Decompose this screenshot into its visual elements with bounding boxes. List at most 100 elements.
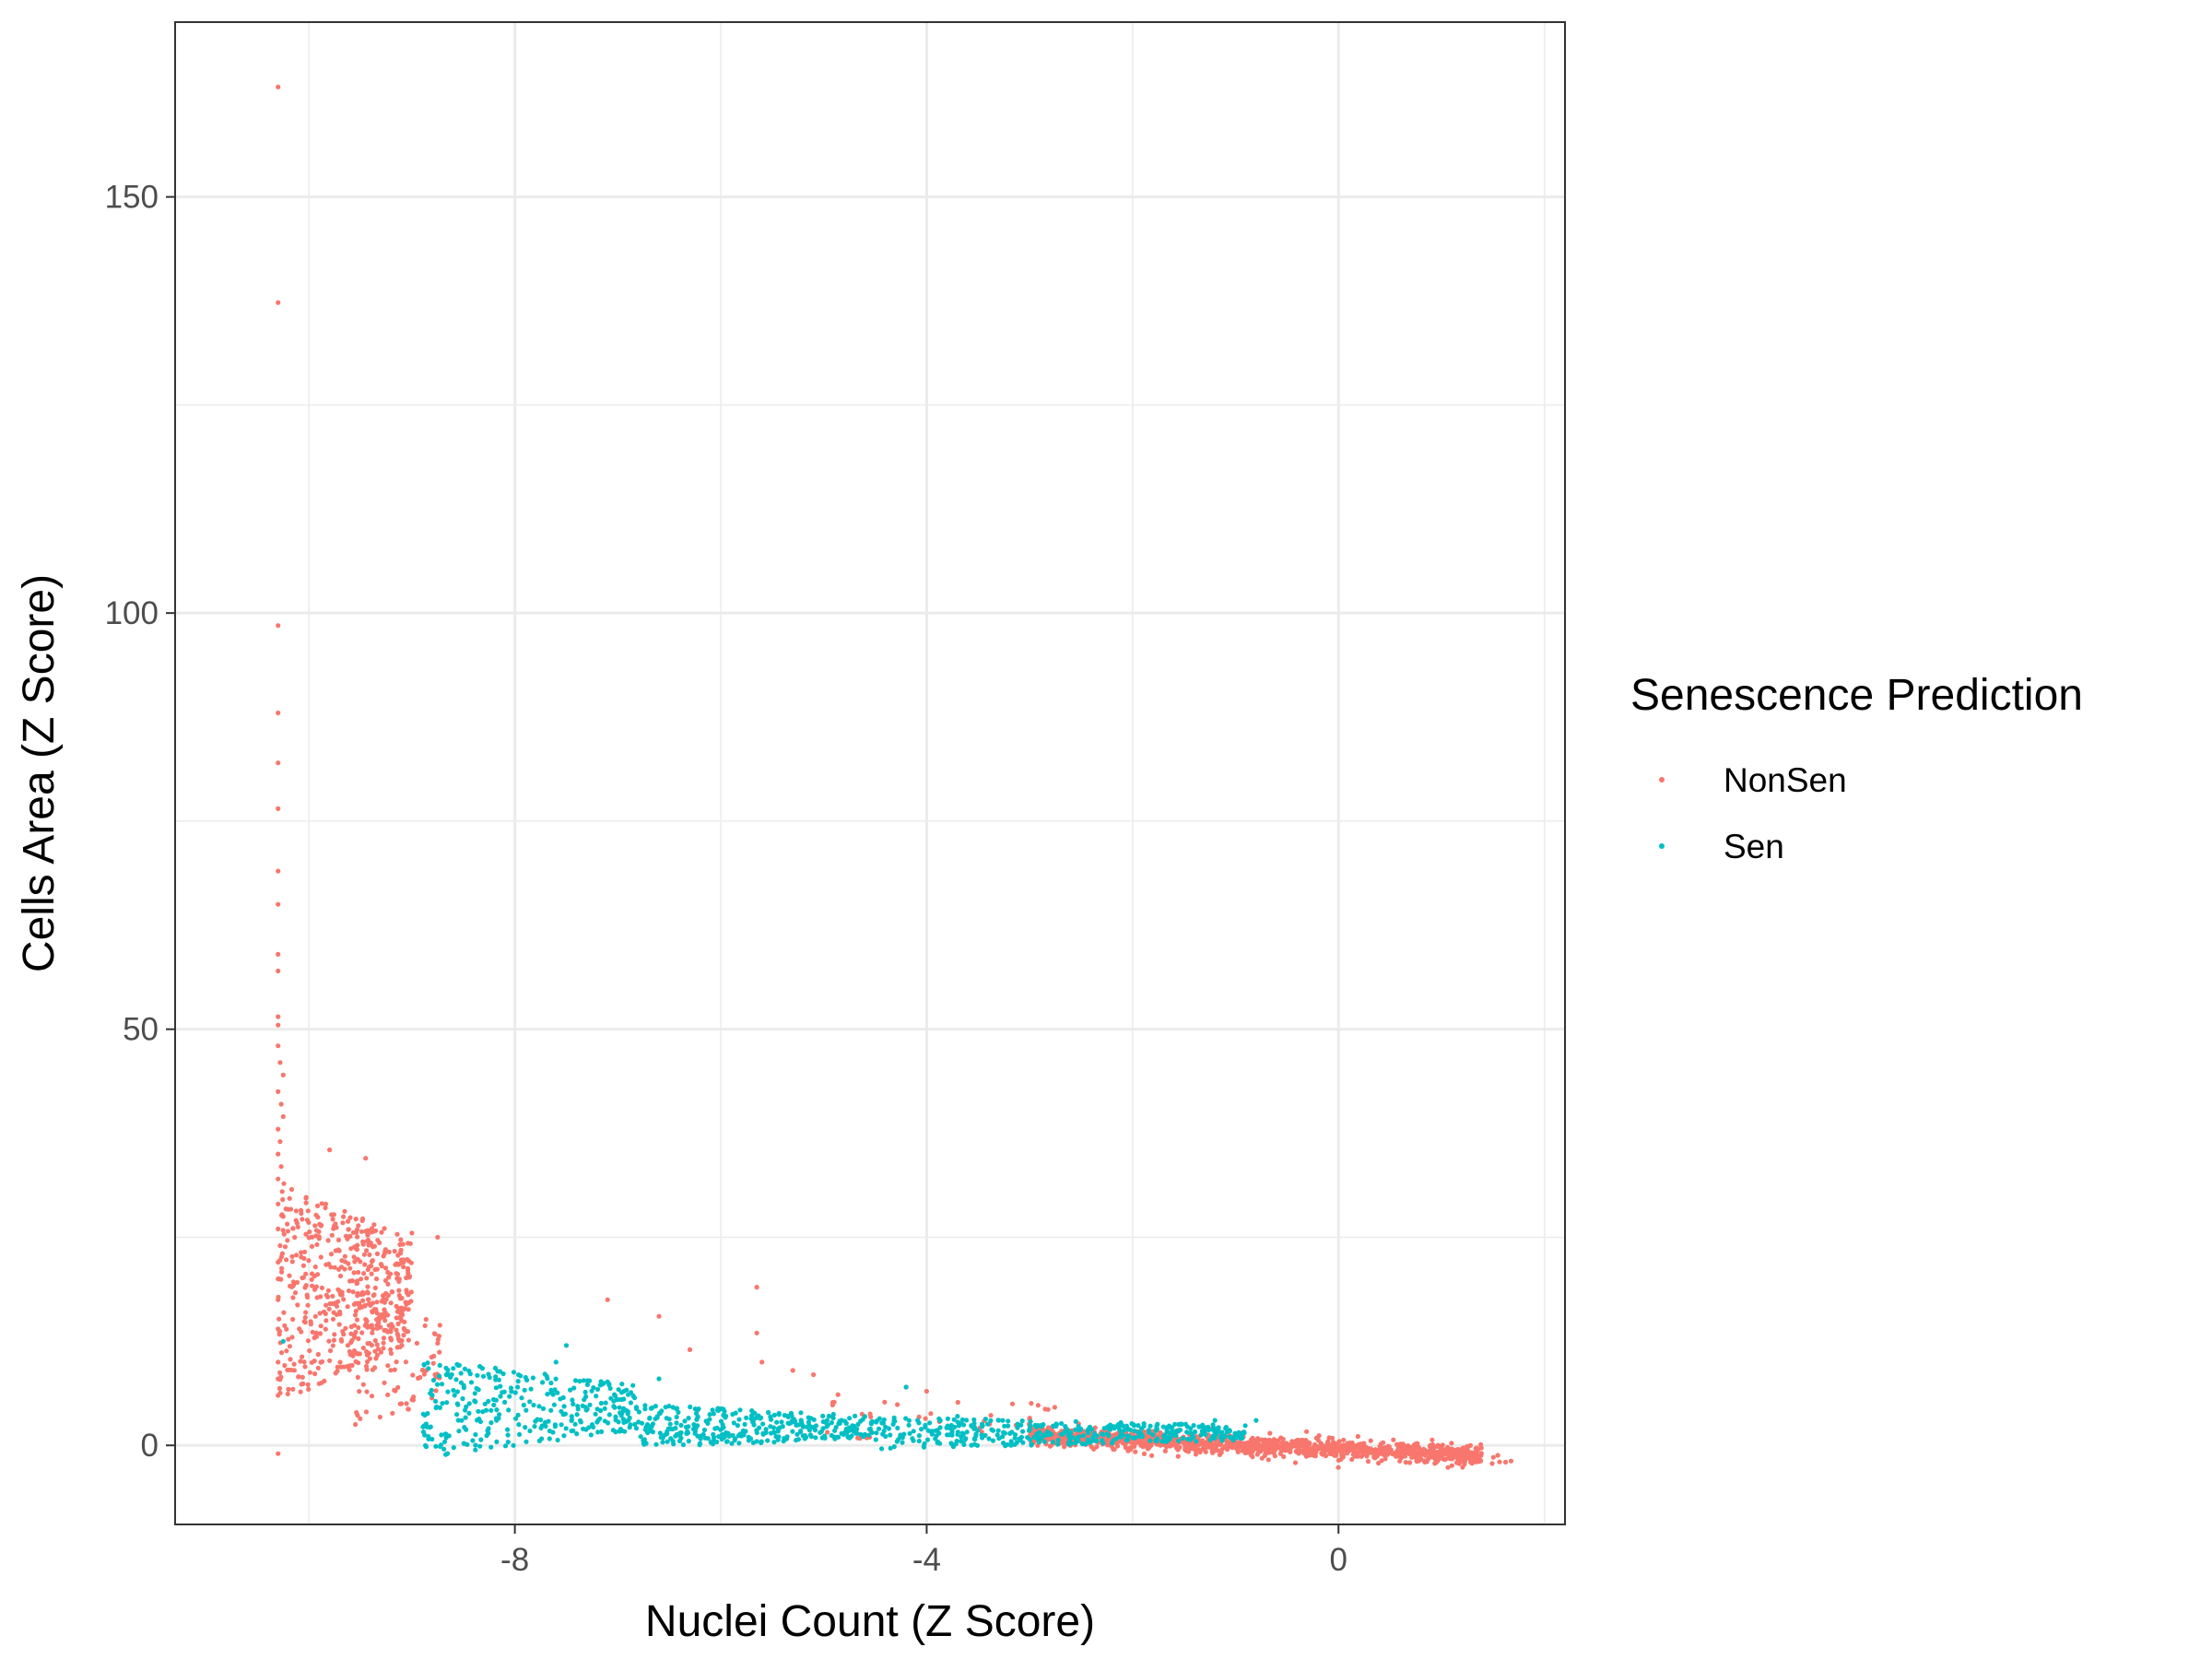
point-sen [1083, 1441, 1088, 1447]
point-nonsen [1340, 1454, 1346, 1460]
point-sen [430, 1377, 437, 1383]
point-nonsen [1455, 1457, 1461, 1463]
point-nonsen [276, 1259, 281, 1265]
point-nonsen [333, 1221, 338, 1227]
point-nonsen [324, 1294, 331, 1300]
point-sen [714, 1439, 720, 1445]
point-nonsen [365, 1324, 371, 1330]
point-nonsen [327, 1358, 333, 1363]
legend-title: Senescence Prediction [1630, 671, 2083, 720]
point-nonsen [290, 1279, 296, 1285]
legend-item-sen: Sen [1659, 828, 1784, 865]
point-nonsen [288, 1186, 295, 1193]
point-nonsen [300, 1275, 305, 1281]
point-sen [798, 1418, 804, 1423]
point-nonsen [335, 1237, 342, 1242]
point-nonsen [319, 1380, 324, 1385]
point-nonsen [277, 1242, 283, 1249]
point-nonsen [286, 1386, 291, 1392]
point-nonsen [1194, 1452, 1199, 1457]
point-sen [497, 1412, 502, 1418]
point-nonsen [367, 1356, 372, 1361]
point-nonsen [1449, 1463, 1454, 1468]
point-sen [894, 1439, 900, 1444]
point-sen [873, 1437, 878, 1442]
point-nonsen [1263, 1451, 1268, 1456]
plot-panel [174, 21, 1566, 1525]
point-nonsen [279, 1189, 285, 1194]
point-sen [493, 1385, 500, 1391]
point-nonsen [335, 1364, 340, 1370]
point-sen [582, 1389, 588, 1395]
point-nonsen [291, 1361, 297, 1367]
point-sen [960, 1432, 966, 1438]
point-sen [862, 1414, 868, 1419]
point-nonsen [1279, 1442, 1285, 1448]
point-nonsen [1335, 1465, 1341, 1470]
point-nonsen [393, 1262, 398, 1267]
point-nonsen [346, 1227, 351, 1232]
point-nonsen [1373, 1450, 1379, 1456]
point-nonsen [1379, 1458, 1384, 1464]
point-nonsen [1415, 1453, 1420, 1458]
point-sen [667, 1421, 673, 1427]
point-nonsen [350, 1351, 356, 1357]
point-nonsen [337, 1309, 343, 1314]
point-sen [598, 1400, 605, 1406]
point-sen [916, 1420, 922, 1426]
point-sen [774, 1419, 780, 1425]
point-sen [553, 1359, 559, 1365]
point-nonsen [1226, 1444, 1231, 1450]
point-sen [1000, 1418, 1006, 1423]
point-sen [423, 1421, 429, 1427]
point-sen [426, 1366, 431, 1371]
point-nonsen [365, 1284, 371, 1289]
point-sen [505, 1432, 511, 1438]
point-nonsen [1139, 1440, 1145, 1445]
point-nonsen [1427, 1451, 1432, 1456]
point-sen [1141, 1423, 1147, 1429]
point-nonsen [360, 1298, 366, 1303]
point-nonsen [303, 1310, 309, 1315]
point-nonsen [345, 1364, 350, 1370]
point-nonsen [398, 1316, 404, 1322]
point-sen [1075, 1435, 1080, 1441]
point-sen [752, 1410, 758, 1416]
point-nonsen [313, 1228, 320, 1233]
point-sen [818, 1429, 824, 1434]
point-sen [806, 1419, 812, 1425]
point-sen [562, 1411, 569, 1417]
point-sen [548, 1407, 554, 1413]
point-nonsen [280, 1228, 286, 1233]
point-sen [583, 1407, 589, 1413]
point-nonsen [286, 1336, 291, 1342]
point-sen [1216, 1425, 1221, 1430]
point-nonsen [1254, 1452, 1260, 1457]
point-nonsen [353, 1421, 359, 1428]
point-sen [1012, 1432, 1018, 1438]
point-sen [936, 1416, 942, 1421]
point-sen [613, 1414, 618, 1419]
point-nonsen [280, 1072, 286, 1077]
x-tick-label: -8 [500, 1542, 529, 1578]
point-sen [1242, 1423, 1248, 1429]
point-sen [686, 1424, 691, 1430]
point-nonsen [397, 1250, 403, 1255]
point-nonsen [408, 1260, 414, 1265]
point-sen [1019, 1418, 1025, 1424]
point-sen [543, 1423, 548, 1430]
point-nonsen [359, 1277, 364, 1282]
point-sen [763, 1430, 769, 1435]
point-sen [589, 1388, 594, 1394]
point-nonsen [1252, 1441, 1257, 1447]
point-nonsen [318, 1254, 324, 1260]
point-nonsen [359, 1291, 364, 1298]
point-nonsen [1140, 1444, 1146, 1450]
point-nonsen [294, 1279, 300, 1285]
point-sen [512, 1390, 518, 1395]
point-nonsen [394, 1303, 399, 1309]
point-sen [472, 1391, 477, 1396]
point-sen [452, 1393, 457, 1398]
point-nonsen [370, 1310, 375, 1315]
point-nonsen [309, 1277, 314, 1282]
